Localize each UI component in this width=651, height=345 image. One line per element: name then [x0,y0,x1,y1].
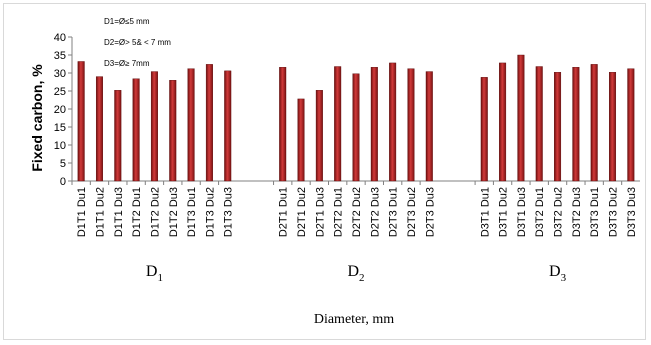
y-tick-label: 20 [54,104,66,116]
bar [609,72,617,182]
x-tick-label: D2T1 Du1 [278,187,290,237]
y-tick-label: 5 [60,158,66,170]
x-tick-label: D3T3 Du2 [608,187,620,237]
x-tick-label: D3T1 Du3 [516,187,528,237]
bar [77,61,85,182]
x-tick-label: D2T3 Du2 [406,187,418,237]
x-tick-label: D1T3 Du1 [186,187,198,237]
bar [370,67,378,182]
group-label: D1 [146,263,163,284]
x-tick-label: D2T1 Du3 [314,187,326,237]
x-tick-label: D3T1 Du2 [498,187,510,237]
x-tick-label: D2T2 Du3 [369,187,381,237]
bar [150,71,158,182]
x-tick-label: D3T3 Du3 [626,187,638,237]
x-tick-label: D3T3 Du1 [589,187,601,237]
bar [279,67,287,182]
legend-entry: D1=Ø≤5 mm [104,17,150,26]
x-tick-label: D2T3 Du3 [424,187,436,237]
bar [407,68,415,182]
bar [480,77,488,182]
x-tick-label: D3T1 Du1 [479,187,491,237]
group-label-subscript: 3 [561,272,567,284]
x-tick-label: D3T2 Du3 [571,187,583,237]
x-tick-label: D3T2 Du1 [534,187,546,237]
y-tick-label: 0 [60,176,66,188]
bar [95,76,103,182]
bar [590,64,598,182]
x-tick-label: D3T2 Du2 [553,187,565,237]
x-tick-label: D1T2 Du2 [149,187,161,237]
x-tick-label: D2T2 Du1 [333,187,345,237]
x-tick-label: D1T3 Du3 [223,187,235,237]
group-label: D3 [549,263,567,284]
bar [499,62,507,182]
x-tick-label: D1T1 Du2 [94,187,106,237]
y-tick-label: 40 [54,32,66,44]
x-tick-label: D2T1 Du2 [296,187,308,237]
group-label-subscript: 1 [157,272,163,284]
y-axis-label: Fixed carbon, % [29,64,45,172]
bar [627,68,635,182]
axes: 0 5 10 15 20 25 30 35 40 [54,32,640,188]
x-axis-label: Diameter, mm [314,312,394,327]
legend: D1=Ø≤5 mm D2=Ø> 5& < 7 mm D3=Ø≥ 7mm [104,17,171,68]
bar [572,67,580,182]
legend-entry: D2=Ø> 5& < 7 mm [104,38,171,47]
labels: D1T1 Du1 D1T1 Du2 D1T1 Du3 D1T2 Du1 D1T2 Du2… [76,187,638,284]
bar [517,54,525,182]
bar [187,68,195,182]
bar [352,73,360,182]
bar [425,71,433,182]
x-tick-label: D1T2 Du3 [168,187,180,237]
x-tick-label: D2T3 Du1 [388,187,400,237]
group-label-subscript: 2 [359,272,365,284]
x-tick-label: D1T1 Du3 [113,187,125,237]
bar [132,78,140,182]
bar [334,66,342,182]
bars [77,54,635,182]
y-tick-label: 30 [54,68,66,80]
group-label: D2 [347,263,364,284]
bar [224,70,232,182]
y-tick-label: 35 [54,50,66,62]
legend-entry: D3=Ø≥ 7mm [104,59,150,68]
bar [315,90,323,182]
bar [554,72,562,182]
x-tick-label: D1T1 Du1 [76,187,88,237]
x-tick-label: D1T3 Du2 [204,187,216,237]
x-tick-label: D1T2 Du1 [131,187,143,237]
x-tick-label: D2T2 Du2 [351,187,363,237]
bar [169,79,177,182]
bar [535,66,543,182]
bar [389,62,397,182]
y-tick-label: 25 [54,86,66,98]
y-tick-label: 15 [54,122,66,134]
bar [114,90,122,182]
bar [205,64,213,182]
y-tick-label: 10 [54,140,66,152]
bar [297,98,305,182]
